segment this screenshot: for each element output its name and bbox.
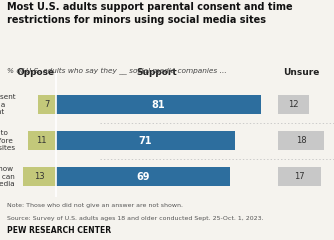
Text: Setting limits on how
much time minors can
spend on social media: Setting limits on how much time minors c… <box>0 166 15 187</box>
Text: 7: 7 <box>44 100 49 109</box>
Text: PEW RESEARCH CENTER: PEW RESEARCH CENTER <box>7 226 111 235</box>
Text: 17: 17 <box>295 172 305 181</box>
Bar <box>278 131 324 150</box>
Text: Oppose: Oppose <box>16 68 54 78</box>
Bar <box>38 95 56 114</box>
Text: Requiring people to
verify their age before
using social media sites: Requiring people to verify their age bef… <box>0 130 15 151</box>
Text: 81: 81 <box>151 100 165 109</box>
Text: Most U.S. adults support parental consent and time
restrictions for minors using: Most U.S. adults support parental consen… <box>7 2 292 25</box>
Text: % of U.S. adults who say they __ social media companies ...: % of U.S. adults who say they __ social … <box>7 67 226 74</box>
Text: Source: Survey of U.S. adults ages 18 and older conducted Sept. 25-Oct. 1, 2023.: Source: Survey of U.S. adults ages 18 an… <box>7 216 263 221</box>
Text: 69: 69 <box>136 172 150 182</box>
Text: 18: 18 <box>296 136 306 145</box>
Text: 12: 12 <box>288 100 299 109</box>
Text: 13: 13 <box>34 172 44 181</box>
Text: 11: 11 <box>36 136 47 145</box>
Bar <box>28 131 56 150</box>
Bar <box>56 95 261 114</box>
Bar <box>278 168 321 186</box>
Text: 71: 71 <box>139 136 152 146</box>
Text: Unsure: Unsure <box>283 68 319 78</box>
Text: Note: Those who did not give an answer are not shown.: Note: Those who did not give an answer a… <box>7 203 183 208</box>
Text: Requiring parental consent
for minors to create a
social media account: Requiring parental consent for minors to… <box>0 94 15 115</box>
Bar <box>56 168 230 186</box>
Text: Support: Support <box>137 68 177 78</box>
Bar <box>278 95 309 114</box>
Bar <box>56 131 235 150</box>
Bar <box>23 168 56 186</box>
